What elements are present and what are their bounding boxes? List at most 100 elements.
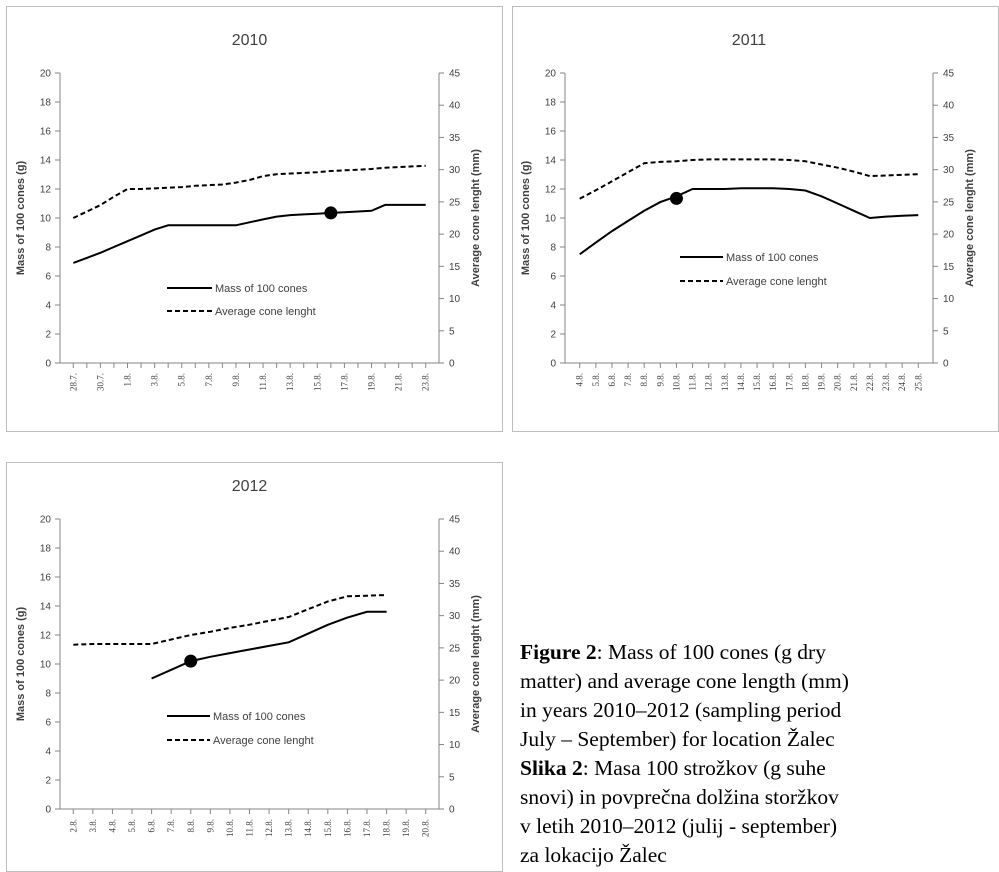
y2-tick-label: 25 bbox=[449, 197, 461, 208]
x-tick-label: 7.8. bbox=[204, 373, 214, 387]
y-tick-label: 6 bbox=[45, 272, 51, 283]
y-tick-label: 20 bbox=[40, 69, 52, 80]
x-tick-label: 22.8. bbox=[865, 373, 875, 391]
y2-tick-label: 40 bbox=[449, 101, 461, 112]
x-tick-label: 12.8. bbox=[264, 819, 274, 837]
x-tick-label: 14.8. bbox=[736, 373, 746, 391]
x-tick-label: 6.8. bbox=[607, 373, 617, 387]
chart-title: 2011 bbox=[732, 32, 767, 49]
caption-text: snovi) in povprečna dolžina storžkov bbox=[520, 785, 839, 809]
y-tick-label: 18 bbox=[545, 98, 557, 109]
x-tick-label: 23.8. bbox=[881, 373, 891, 391]
y-tick-label: 14 bbox=[545, 156, 557, 167]
series-line-avg-length bbox=[73, 594, 387, 646]
y2-tick-label: 15 bbox=[943, 262, 955, 273]
y-tick-label: 6 bbox=[45, 718, 51, 729]
x-tick-label: 19.8. bbox=[401, 819, 411, 837]
y-tick-label: 20 bbox=[545, 69, 557, 80]
chart-svg: 2010 0 2 4 6 8 10 12 14 16 18 20 0 5 10 15 20 25 30 35 40 45 2… bbox=[15, 32, 482, 391]
legend-label: Mass of 100 cones bbox=[215, 283, 308, 295]
x-tick-label: 10.8. bbox=[225, 819, 235, 837]
x-tick-label: 3.8. bbox=[150, 373, 160, 387]
y-tick-label: 4 bbox=[550, 301, 556, 312]
y2-axis-label: Average cone lenght (mm) bbox=[964, 149, 976, 287]
y2-tick-label: 35 bbox=[449, 579, 461, 590]
y-tick-label: 10 bbox=[40, 660, 52, 671]
x-tick-label: 13.8. bbox=[285, 373, 295, 391]
x-tick-label: 12.8. bbox=[704, 373, 714, 391]
legend-label: Average cone lenght bbox=[726, 276, 827, 288]
y2-tick-label: 5 bbox=[449, 326, 455, 337]
legend-label: Mass of 100 cones bbox=[726, 252, 819, 264]
x-tick-label: 11.8. bbox=[258, 373, 268, 391]
x-tick-label: 5.8. bbox=[127, 819, 137, 833]
y-tick-label: 12 bbox=[40, 631, 52, 642]
y2-tick-label: 30 bbox=[449, 165, 461, 176]
y2-tick-label: 45 bbox=[449, 69, 461, 80]
caption-text: in years 2010–2012 (sampling period bbox=[520, 698, 842, 722]
y2-tick-label: 0 bbox=[449, 359, 455, 370]
x-tick-label: 13.8. bbox=[720, 373, 730, 391]
y2-tick-label: 5 bbox=[449, 772, 455, 783]
x-tick-label: 10.8. bbox=[671, 373, 681, 391]
y-tick-label: 14 bbox=[40, 602, 52, 613]
x-tick-label: 14.8. bbox=[303, 819, 313, 837]
legend-label: Average cone lenght bbox=[213, 735, 314, 747]
y-tick-label: 0 bbox=[550, 359, 556, 370]
chart-title: 2010 bbox=[232, 32, 268, 49]
y-tick-label: 8 bbox=[45, 689, 51, 700]
y-tick-label: 12 bbox=[40, 185, 52, 196]
highlight-marker bbox=[184, 654, 198, 668]
y-tick-label: 18 bbox=[40, 98, 52, 109]
series-line-mass bbox=[72, 203, 426, 264]
y-tick-label: 0 bbox=[45, 805, 51, 816]
y-axis-label: Mass of 100 cones (g) bbox=[15, 607, 27, 722]
caption-label-en: Figure 2 bbox=[520, 640, 597, 664]
y-tick-label: 20 bbox=[40, 515, 52, 526]
y2-axis-label: Average cone lenght (mm) bbox=[470, 595, 482, 733]
y-tick-label: 2 bbox=[45, 776, 51, 787]
x-tick-label: 20.8. bbox=[421, 819, 431, 837]
series-line-avg-length bbox=[72, 164, 426, 219]
x-tick-label: 7.8. bbox=[166, 819, 176, 833]
highlight-marker bbox=[324, 206, 338, 220]
caption-text: : Masa 100 strožkov (g suhe bbox=[582, 756, 826, 780]
x-tick-label: 16.8. bbox=[768, 373, 778, 391]
highlight-marker bbox=[669, 191, 683, 205]
x-tick-label: 11.8. bbox=[245, 819, 255, 837]
chart-svg: 2012 0 2 4 6 8 10 12 14 16 18 20 0 5 10 15 20 25 30 35 40 45 2… bbox=[15, 478, 482, 837]
y2-tick-label: 25 bbox=[943, 197, 955, 208]
y2-tick-label: 10 bbox=[449, 740, 461, 751]
x-tick-label: 23.8. bbox=[421, 373, 431, 391]
x-tick-label: 11.8. bbox=[688, 373, 698, 391]
x-tick-label: 18.8. bbox=[382, 819, 392, 837]
y2-tick-label: 0 bbox=[449, 805, 455, 816]
y-tick-label: 12 bbox=[545, 185, 557, 196]
y2-tick-label: 45 bbox=[449, 515, 461, 526]
series-line-mass bbox=[151, 610, 387, 680]
chart-panel-2012: 2012 0 2 4 6 8 10 12 14 16 18 20 0 5 10 15 20 25 30 35 40 45 2… bbox=[6, 462, 503, 872]
y2-tick-label: 35 bbox=[943, 133, 955, 144]
y-tick-label: 4 bbox=[45, 747, 51, 758]
caption-text: July – September) for location Žalec bbox=[520, 727, 835, 751]
x-tick-label: 9.8. bbox=[205, 819, 215, 833]
x-tick-label: 5.8. bbox=[177, 373, 187, 387]
x-tick-label: 30.7. bbox=[95, 373, 105, 391]
chart-title: 2012 bbox=[232, 478, 268, 495]
x-tick-label: 20.8. bbox=[833, 373, 843, 391]
caption-text: v letih 2010–2012 (julij - september) bbox=[520, 814, 838, 838]
y2-tick-label: 30 bbox=[449, 611, 461, 622]
y2-tick-label: 10 bbox=[943, 294, 955, 305]
caption-line: Slika 2: Masa 100 strožkov (g suhe bbox=[520, 754, 994, 783]
x-tick-label: 4.8. bbox=[107, 819, 117, 833]
y-tick-label: 14 bbox=[40, 156, 52, 167]
caption-text: : Mass of 100 cones (g dry bbox=[596, 640, 826, 664]
x-tick-label: 6.8. bbox=[147, 819, 157, 833]
y-tick-label: 16 bbox=[40, 127, 52, 138]
x-tick-label: 1.8. bbox=[122, 373, 132, 387]
y2-tick-label: 15 bbox=[449, 708, 461, 719]
caption-text: matter) and average cone length (mm) bbox=[520, 669, 849, 693]
x-tick-label: 19.8. bbox=[367, 373, 377, 391]
y2-tick-label: 15 bbox=[449, 262, 461, 273]
y2-tick-label: 20 bbox=[449, 230, 461, 241]
